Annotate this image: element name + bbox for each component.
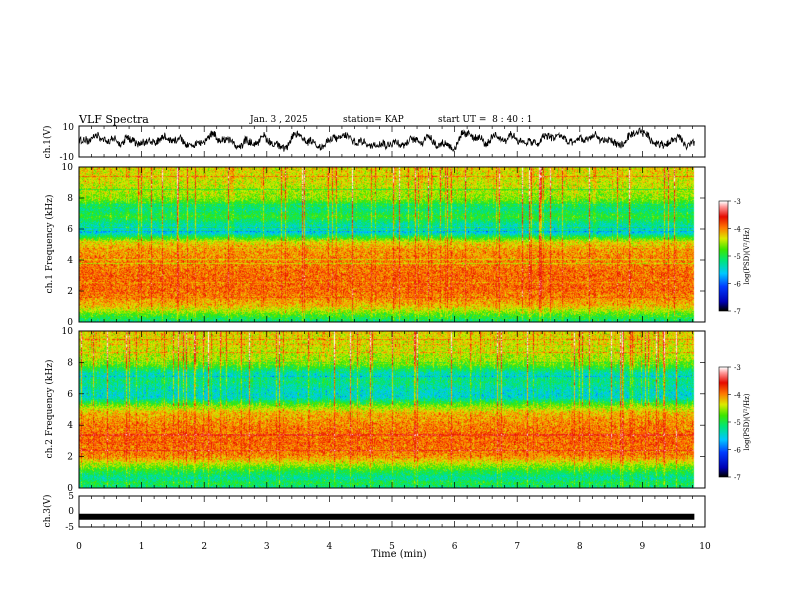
ch1-colorbar: -3 -4 -5 -6 -7 log(PSD)(V²/Hz) xyxy=(718,198,751,316)
ch2-colorbar-tick-label: -4 xyxy=(734,392,741,400)
ch1-colorbar-tick-label: -5 xyxy=(734,253,741,261)
ch2-spec-ytick-label: 4 xyxy=(67,421,73,431)
ch2-spec-ytick-label: 2 xyxy=(67,453,73,463)
ch2-spec-ytick-label: 10 xyxy=(62,327,74,337)
ch1-spectrogram-ylabel: ch.1 Frequency (kHz) xyxy=(44,195,55,294)
x-tick-label: 8 xyxy=(577,542,583,552)
x-tick-label: 6 xyxy=(452,542,458,552)
ch1-colorbar-canvas xyxy=(719,201,728,311)
ch2-spec-ytick-label: 8 xyxy=(67,358,73,368)
ch1-spec-ytick-label: 6 xyxy=(67,225,73,235)
x-tick-label: 10 xyxy=(699,542,711,552)
ch2-colorbar-tick-label: -5 xyxy=(734,419,741,427)
ch1-colorbar-tick-label: -3 xyxy=(734,198,741,206)
ch1-colorbar-tick-label: -6 xyxy=(734,281,741,289)
ch1-waveform-line xyxy=(78,127,695,153)
x-tick-label: 5 xyxy=(389,542,395,552)
ch1-spectrogram-panel: 0 2 4 6 8 10 ch.1 Frequency (kHz) xyxy=(44,163,706,328)
ch1-ytick-top: 10 xyxy=(63,123,75,133)
ch2-spec-ytick-label: 6 xyxy=(67,390,73,400)
x-axis-ticks xyxy=(78,126,706,527)
ch1-spec-ytick-label: 10 xyxy=(62,163,74,173)
x-axis-label: Time (min) xyxy=(371,549,426,560)
x-tick-label: 7 xyxy=(514,542,520,552)
ch2-colorbar-tick-label: -3 xyxy=(734,364,741,372)
ch1-colorbar-tick-label: -7 xyxy=(734,308,741,316)
ch1-spectrogram-canvas xyxy=(79,167,705,322)
ch1-colorbar-label: log(PSD)(V²/Hz) xyxy=(743,227,751,284)
date-label: Jan. 3 , 2025 xyxy=(250,115,308,125)
x-tick-label: 0 xyxy=(76,542,82,552)
ch2-colorbar: -3 -4 -5 -6 -7 log(PSD)(V²/Hz) xyxy=(718,364,751,482)
x-tick-label: 2 xyxy=(201,542,207,552)
ch3-waveform-ylabel: ch.3(V) xyxy=(42,495,53,528)
x-tick-label: 1 xyxy=(139,542,145,552)
ch1-spec-ytick-label: 0 xyxy=(67,318,73,328)
station-label: station= KAP xyxy=(343,115,404,125)
ch1-spec-ytick-label: 4 xyxy=(67,256,73,266)
x-tick-label: 4 xyxy=(327,542,333,552)
ch2-spec-ytick-label: 0 xyxy=(67,484,73,494)
ch2-spectrogram-panel: 0 2 4 6 8 10 ch.2 Frequency (kHz) xyxy=(44,327,706,494)
ch2-colorbar-tick-label: -6 xyxy=(734,447,741,455)
ch3-ytick-minus5: -5 xyxy=(65,523,74,533)
ch1-ytick-bottom: -10 xyxy=(60,153,75,163)
ch1-colorbar-tick-label: -4 xyxy=(734,226,741,234)
x-tick-label: 3 xyxy=(264,542,270,552)
ch2-spectrogram-ylabel: ch.2 Frequency (kHz) xyxy=(44,360,55,459)
ch1-spec-ytick-label: 8 xyxy=(67,194,73,204)
x-axis-tick-labels: 0 1 2 3 4 5 6 7 8 9 10 xyxy=(76,542,711,552)
ch2-spectrogram-canvas xyxy=(79,331,705,488)
start-ut-label: start UT = 8 : 40 : 1 xyxy=(438,115,533,125)
chart-title: VLF Spectra xyxy=(79,113,149,126)
ch1-spec-ytick-label: 2 xyxy=(67,287,73,297)
ch2-colorbar-label: log(PSD)(V²/Hz) xyxy=(743,393,751,450)
ch1-waveform-ylabel: ch.1(V) xyxy=(42,126,53,159)
ch3-ytick-0: 0 xyxy=(68,507,74,517)
ch2-colorbar-canvas xyxy=(719,367,728,477)
x-tick-label: 9 xyxy=(640,542,646,552)
ch2-colorbar-tick-label: -7 xyxy=(734,474,741,482)
ch3-ytick-5: 5 xyxy=(68,492,74,502)
